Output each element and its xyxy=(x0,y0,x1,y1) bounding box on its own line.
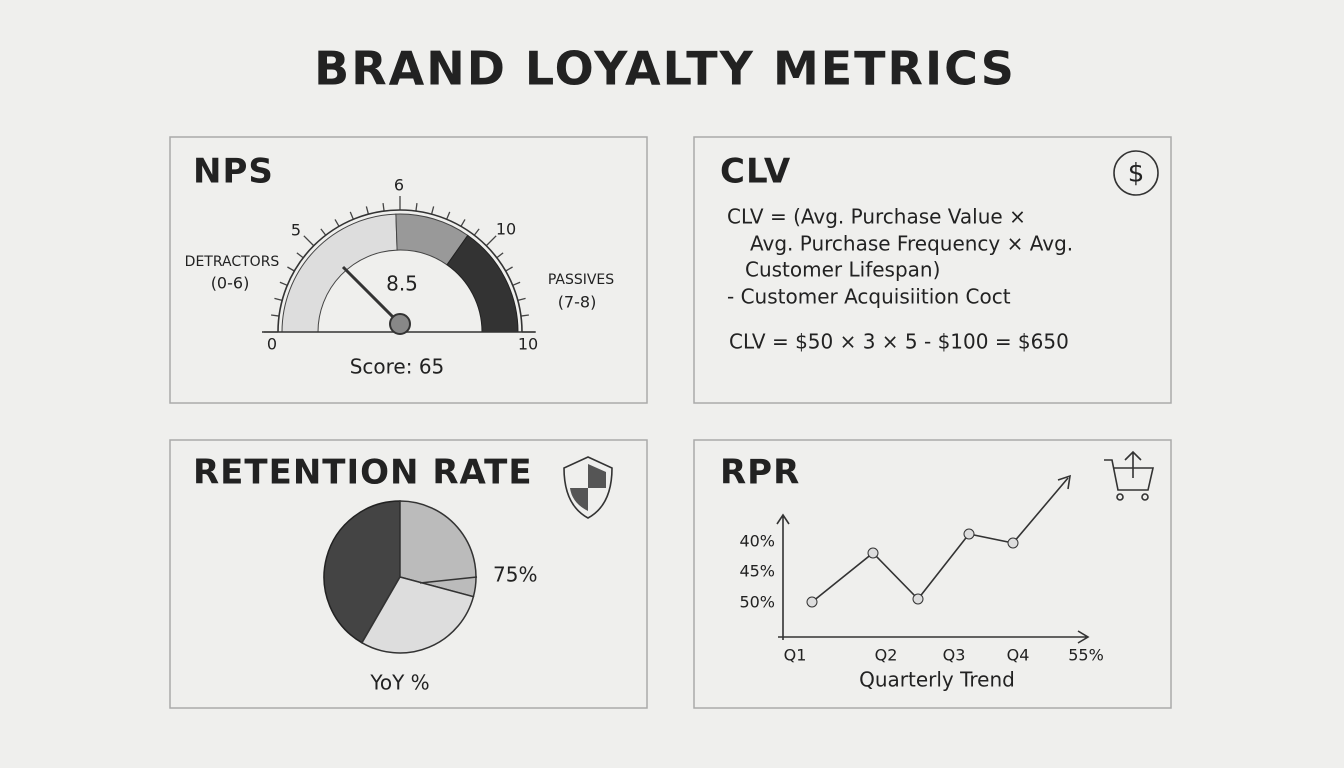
trend-point xyxy=(912,593,924,605)
cart-body xyxy=(1104,459,1155,491)
x-label: Q1 xyxy=(784,646,807,665)
gauge-tick xyxy=(520,314,529,317)
clv-panel xyxy=(693,136,1172,404)
x-label: Q2 xyxy=(875,646,898,665)
segment-label: (7-8) xyxy=(558,293,597,312)
trend-point xyxy=(1007,537,1019,549)
formula-line: Avg. Purchase Frequency × Avg. xyxy=(750,232,1073,256)
trend-line xyxy=(811,477,1069,603)
gauge-tick xyxy=(287,266,295,272)
shield-icon xyxy=(563,456,613,519)
pie-slice xyxy=(360,576,475,654)
gauge-tick xyxy=(296,252,304,259)
formula-example: CLV = $50 × 3 × 5 - $100 = $650 xyxy=(729,330,1069,354)
pie-slice xyxy=(323,500,401,644)
gauge-tick xyxy=(512,281,521,286)
y-axis xyxy=(776,513,790,640)
pie-label: 75% xyxy=(493,563,537,587)
cart-arrow xyxy=(1124,450,1142,478)
caption: YoY % xyxy=(369,671,429,695)
trend-arrow xyxy=(1057,474,1071,490)
scale-label: 5 xyxy=(291,221,301,240)
segment-label: DETRACTORS xyxy=(185,254,280,270)
panel-title: NPS xyxy=(193,152,274,192)
scale-label: 0 xyxy=(267,335,277,354)
formula-line: CLV = (Avg. Purchase Value × xyxy=(727,205,1026,229)
gauge-ticks xyxy=(264,196,536,333)
trend-point xyxy=(806,596,818,608)
leader-line xyxy=(419,576,478,584)
trend-point xyxy=(867,547,879,559)
gauge-tick xyxy=(505,266,513,272)
cart-wheel xyxy=(1141,493,1149,501)
scale-label: 6 xyxy=(394,176,404,195)
needle-hub xyxy=(389,313,411,335)
gauge-tick xyxy=(274,297,283,302)
gauge-tick xyxy=(485,235,497,247)
y-label: 40% xyxy=(739,532,775,551)
gauge-tick xyxy=(430,206,435,215)
scale-label: 10 xyxy=(518,335,538,354)
gauge-needle xyxy=(341,265,400,324)
gauge-tick xyxy=(473,228,480,236)
rpr-panel xyxy=(693,439,1172,709)
needle-label: 8.5 xyxy=(386,272,418,296)
gauge-tick xyxy=(460,219,466,227)
x-label: Q3 xyxy=(943,646,966,665)
segment-label: PASSIVES xyxy=(548,272,614,288)
cart-wheel xyxy=(1116,493,1124,501)
cart-icon xyxy=(1104,450,1155,501)
panel-title: RPR xyxy=(720,453,800,493)
gauge-tick xyxy=(496,252,504,259)
page-title: BRAND LOYALTY METRICS xyxy=(314,42,1016,96)
y-label: 50% xyxy=(739,593,775,612)
gauge-tick xyxy=(303,235,315,247)
gauge-tick xyxy=(279,281,288,286)
x-axis xyxy=(778,630,1090,644)
formula-line: - Customer Acquisiition Coct xyxy=(727,285,1011,309)
gauge-rim xyxy=(277,209,523,333)
segment-label: (0-6) xyxy=(211,274,250,293)
nps-panel xyxy=(169,136,648,404)
formula-line: Customer Lifespan) xyxy=(745,258,940,282)
x-label: Q4 xyxy=(1007,646,1030,665)
gauge-tick xyxy=(517,297,526,302)
retention-panel xyxy=(169,439,648,709)
shield-icon-fill xyxy=(570,464,606,511)
score: Score: 65 xyxy=(350,355,445,379)
gauge-tick xyxy=(320,228,327,236)
gauge-tick xyxy=(349,211,354,220)
gauge-tick xyxy=(446,211,451,220)
scale-label: 10 xyxy=(496,220,516,239)
dollar-icon-glyph: $ xyxy=(1128,159,1145,189)
y-label: 45% xyxy=(739,562,775,581)
gauge-tick xyxy=(415,203,418,212)
dollar-icon xyxy=(1113,150,1159,196)
gauge-tick xyxy=(382,203,385,212)
panel-title: CLV xyxy=(720,152,791,192)
gauge-tick xyxy=(271,314,280,317)
caption: Quarterly Trend xyxy=(859,668,1015,692)
panel-title: RETENTION RATE xyxy=(193,453,533,493)
gauge-tick xyxy=(365,206,370,215)
gauge-tick xyxy=(334,219,340,227)
x-label: 55% xyxy=(1068,646,1104,665)
trend-point xyxy=(963,528,975,540)
pie-slice xyxy=(399,500,477,598)
